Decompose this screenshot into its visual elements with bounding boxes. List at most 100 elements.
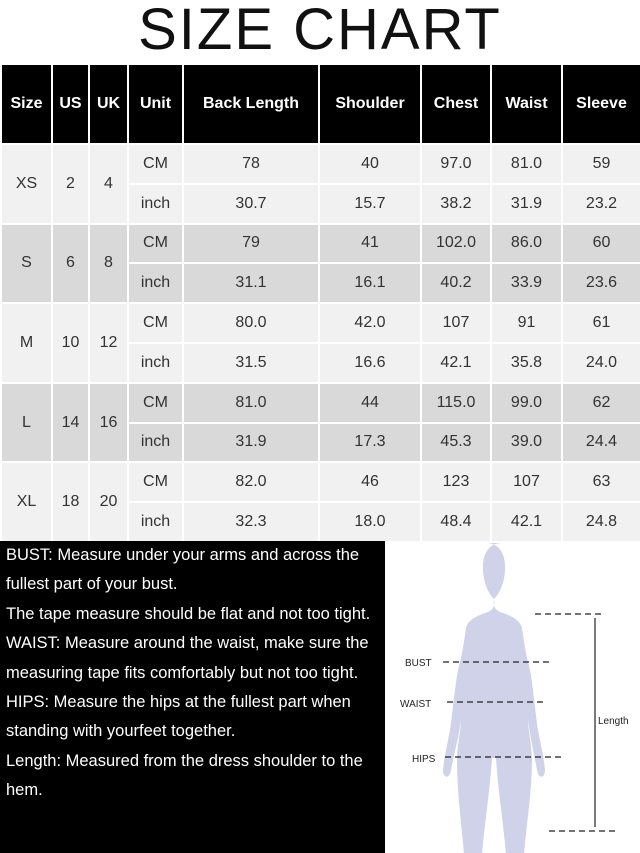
unit-cell: CM xyxy=(127,461,184,504)
value-cell: 42.1 xyxy=(420,341,492,384)
uk-cell: 12 xyxy=(88,302,129,384)
table-row: M 10 12 CM 80.0 42.0 107 91 61 xyxy=(0,302,640,384)
body-silhouette xyxy=(443,543,545,853)
value-cell: 24.4 xyxy=(561,421,640,464)
value-cell: 17.3 xyxy=(318,421,422,464)
value-cell: 40 xyxy=(318,143,422,185)
hips-label: HIPS xyxy=(412,754,436,765)
value-cell: 79 xyxy=(182,222,320,265)
measurement-notes: BUST: Measure under your arms and across… xyxy=(0,541,385,853)
value-cell: 42.1 xyxy=(490,501,563,543)
value-cell: 81.0 xyxy=(182,381,320,424)
table-row: inch 30.7 15.7 38.2 31.9 23.2 xyxy=(1,182,640,225)
value-cell: 16.1 xyxy=(318,262,422,305)
unit-cell: CM xyxy=(127,222,184,265)
page-title: SIZE CHART xyxy=(138,0,502,62)
header-row: Size US UK Unit Back Length Shoulder Chest Wais… xyxy=(0,63,640,145)
value-cell: 15.7 xyxy=(318,182,422,225)
value-cell: 61 xyxy=(561,302,640,344)
value-cell: 48.4 xyxy=(420,501,492,543)
size-cell: L xyxy=(0,381,53,464)
body-measurement-figure: BUST WAIST HIPS Length xyxy=(400,543,629,853)
column-header: Unit xyxy=(127,63,184,145)
value-cell: 30.7 xyxy=(182,182,320,225)
value-cell: 31.5 xyxy=(182,341,320,384)
column-header: Size xyxy=(0,63,53,145)
table-row: XL 18 20 CM 82.0 46 123 107 63 xyxy=(0,461,640,543)
value-cell: 63 xyxy=(561,461,640,504)
table-row: XS 2 4 CM 78 40 97.0 81.0 59 xyxy=(0,143,640,225)
value-cell: 18.0 xyxy=(318,501,422,543)
column-header: US xyxy=(51,63,90,145)
value-cell: 24.0 xyxy=(561,341,640,384)
value-cell: 62 xyxy=(561,381,640,424)
us-cell: 18 xyxy=(51,461,90,543)
column-header: Back Length xyxy=(182,63,320,145)
column-header: Chest xyxy=(420,63,492,145)
us-cell: 10 xyxy=(51,302,90,384)
value-cell: 99.0 xyxy=(490,381,563,424)
unit-cell: inch xyxy=(127,262,184,305)
value-cell: 16.6 xyxy=(318,341,422,384)
value-cell: 23.6 xyxy=(561,262,640,305)
value-cell: 31.9 xyxy=(490,182,563,225)
value-cell: 59 xyxy=(561,143,640,185)
value-cell: 81.0 xyxy=(490,143,563,185)
size-table: Size US UK Unit Back Length Shoulder Chest Wais… xyxy=(0,63,640,543)
unit-cell: inch xyxy=(127,421,184,464)
column-header: UK xyxy=(88,63,129,145)
value-cell: 38.2 xyxy=(420,182,492,225)
value-cell: 45.3 xyxy=(420,421,492,464)
table-row: L 14 16 CM 81.0 44 115.0 99.0 62 xyxy=(0,381,640,464)
bust-label: BUST xyxy=(405,658,432,669)
table-row: inch 31.1 16.1 40.2 33.9 23.6 xyxy=(1,262,640,305)
value-cell: 46 xyxy=(318,461,422,504)
value-cell: 44 xyxy=(318,381,422,424)
unit-cell: inch xyxy=(127,182,184,225)
value-cell: 31.1 xyxy=(182,262,320,305)
value-cell: 78 xyxy=(182,143,320,185)
uk-cell: 20 xyxy=(88,461,129,543)
table-row: inch 31.9 17.3 45.3 39.0 24.4 xyxy=(1,421,640,464)
value-cell: 40.2 xyxy=(420,262,492,305)
value-cell: 24.8 xyxy=(561,501,640,543)
value-cell: 60 xyxy=(561,222,640,265)
value-cell: 86.0 xyxy=(490,222,563,265)
value-cell: 115.0 xyxy=(420,381,492,424)
uk-cell: 4 xyxy=(88,143,129,225)
size-cell: XS xyxy=(0,143,53,225)
unit-cell: CM xyxy=(127,381,184,424)
us-cell: 2 xyxy=(51,143,90,225)
value-cell: 82.0 xyxy=(182,461,320,504)
unit-cell: CM xyxy=(127,302,184,344)
table-row: S 6 8 CM 79 41 102.0 86.0 60 xyxy=(0,222,640,305)
uk-cell: 16 xyxy=(88,381,129,464)
size-cell: M xyxy=(0,302,53,384)
value-cell: 39.0 xyxy=(490,421,563,464)
column-header: Waist xyxy=(490,63,563,145)
unit-cell: CM xyxy=(127,143,184,185)
value-cell: 33.9 xyxy=(490,262,563,305)
value-cell: 35.8 xyxy=(490,341,563,384)
column-header: Sleeve xyxy=(561,63,640,145)
size-cell: XL xyxy=(0,461,53,543)
unit-cell: inch xyxy=(127,341,184,384)
us-cell: 6 xyxy=(51,222,90,305)
size-cell: S xyxy=(0,222,53,305)
table-row: inch 32.3 18.0 48.4 42.1 24.8 xyxy=(1,501,640,543)
value-cell: 97.0 xyxy=(420,143,492,185)
value-cell: 80.0 xyxy=(182,302,320,344)
unit-cell: inch xyxy=(127,501,184,543)
value-cell: 41 xyxy=(318,222,422,265)
value-cell: 107 xyxy=(420,302,492,344)
value-cell: 91 xyxy=(490,302,563,344)
value-cell: 102.0 xyxy=(420,222,492,265)
uk-cell: 8 xyxy=(88,222,129,305)
value-cell: 123 xyxy=(420,461,492,504)
value-cell: 31.9 xyxy=(182,421,320,464)
value-cell: 23.2 xyxy=(561,182,640,225)
us-cell: 14 xyxy=(51,381,90,464)
value-cell: 32.3 xyxy=(182,501,320,543)
value-cell: 107 xyxy=(490,461,563,504)
column-header: Shoulder xyxy=(318,63,422,145)
